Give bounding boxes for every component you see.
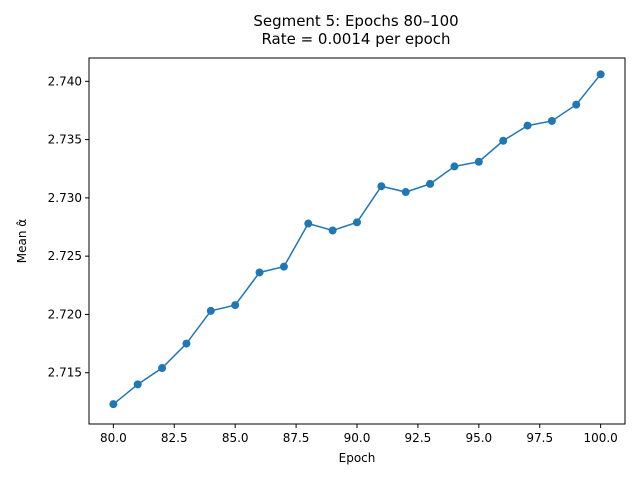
data-point <box>450 162 459 171</box>
x-tick-label: 87.5 <box>283 431 310 445</box>
y-axis-label: Mean α̂ <box>15 219 29 264</box>
y-tick-label: 2.740 <box>48 74 82 88</box>
x-tick-label: 82.5 <box>161 431 188 445</box>
data-point <box>377 182 386 191</box>
data-point <box>182 339 191 348</box>
data-point <box>304 219 313 228</box>
y-tick-label: 2.730 <box>48 191 82 205</box>
data-point <box>499 136 508 145</box>
data-point <box>109 400 118 409</box>
data-point <box>255 268 264 277</box>
data-point <box>596 70 605 79</box>
data-point <box>474 157 483 166</box>
data-point <box>158 364 167 373</box>
x-tick-label: 100.0 <box>583 431 617 445</box>
x-tick-label: 80.0 <box>100 431 127 445</box>
data-point <box>401 188 410 197</box>
y-tick-label: 2.735 <box>48 133 82 147</box>
x-axis-label: Epoch <box>339 451 376 465</box>
axis-ticks: 80.0 82.5 85.0 87.5 90.0 92.5 95.0 97.5 100.0 2.7… <box>48 74 618 445</box>
data-point <box>231 301 240 310</box>
x-tick-label: 85.0 <box>222 431 249 445</box>
data-point <box>353 218 361 227</box>
data-point <box>328 226 337 235</box>
data-point <box>426 179 435 188</box>
data-point <box>572 100 581 109</box>
data-point <box>133 380 142 389</box>
plot-marks <box>109 70 605 409</box>
data-point <box>206 306 215 315</box>
y-tick-label: 2.720 <box>48 307 82 321</box>
x-tick-label: 92.5 <box>405 431 432 445</box>
x-tick-label: 90.0 <box>344 431 371 445</box>
y-tick-label: 2.715 <box>48 366 82 380</box>
y-tick-label: 2.725 <box>48 249 82 263</box>
data-point <box>523 121 532 130</box>
x-tick-label: 95.0 <box>465 431 492 445</box>
chart-subtitle: Rate = 0.0014 per epoch <box>261 30 450 48</box>
chart-title: Segment 5: Epochs 80–100 <box>253 12 458 30</box>
x-tick-label: 97.5 <box>526 431 553 445</box>
data-point <box>547 116 556 125</box>
plot-area-frame <box>88 57 626 425</box>
data-point <box>279 262 288 271</box>
